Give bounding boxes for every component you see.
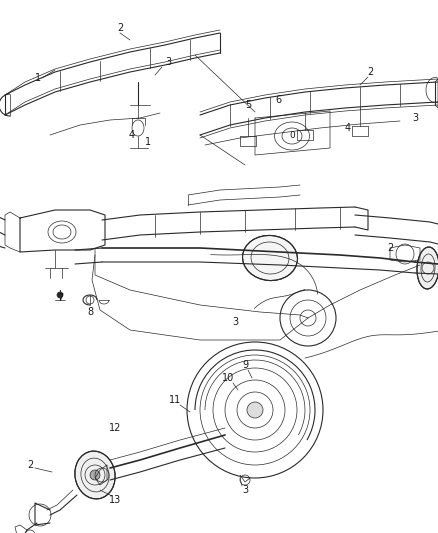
Text: 3: 3: [232, 317, 238, 327]
Text: 3: 3: [242, 485, 248, 495]
Text: 3: 3: [165, 57, 171, 67]
Ellipse shape: [75, 451, 115, 499]
Text: 2: 2: [27, 460, 33, 470]
Text: 0: 0: [289, 132, 295, 141]
Text: 13: 13: [109, 495, 121, 505]
Text: 6: 6: [275, 95, 281, 105]
Text: 2: 2: [387, 243, 393, 253]
Circle shape: [247, 402, 263, 418]
Text: 9: 9: [242, 360, 248, 370]
Circle shape: [90, 470, 100, 480]
Ellipse shape: [243, 236, 297, 280]
Text: 3: 3: [412, 113, 418, 123]
Text: 5: 5: [245, 100, 251, 110]
Text: 2: 2: [367, 67, 373, 77]
Text: 1: 1: [35, 73, 41, 83]
Circle shape: [57, 292, 63, 298]
Ellipse shape: [417, 247, 438, 289]
Text: 4: 4: [129, 130, 135, 140]
Text: 8: 8: [87, 307, 93, 317]
Text: 10: 10: [222, 373, 234, 383]
Text: 4: 4: [345, 123, 351, 133]
Text: 12: 12: [109, 423, 121, 433]
Text: 2: 2: [117, 23, 123, 33]
Text: 11: 11: [169, 395, 181, 405]
Text: 7: 7: [57, 293, 63, 303]
Text: 1: 1: [145, 137, 151, 147]
